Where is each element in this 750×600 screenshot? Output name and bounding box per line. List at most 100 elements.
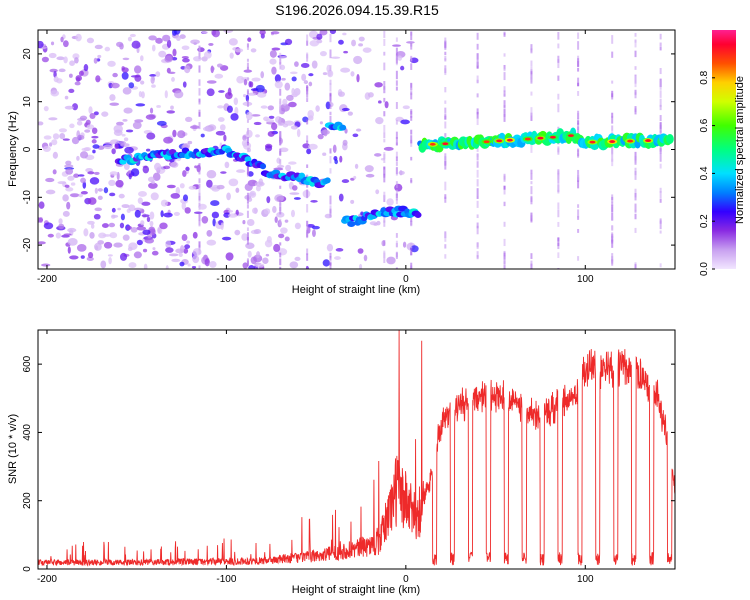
spectrogram-streak bbox=[444, 244, 447, 249]
spectrogram-cell bbox=[58, 68, 66, 73]
spectrogram-cell bbox=[66, 201, 71, 210]
spectrogram-streak bbox=[383, 214, 386, 223]
spectrogram-cell bbox=[38, 121, 44, 126]
spectrogram-cell bbox=[243, 94, 247, 98]
spectrogram-streak bbox=[395, 166, 398, 175]
spectrogram-cell bbox=[317, 133, 324, 140]
spectrogram-cell bbox=[166, 184, 176, 189]
spectrogram-cell bbox=[86, 256, 94, 261]
spectrogram-cell bbox=[339, 155, 343, 163]
spectrogram-streak bbox=[476, 43, 479, 50]
spectrogram-streak bbox=[577, 41, 580, 50]
spectrogram-cell bbox=[378, 100, 382, 104]
spectrogram-streak bbox=[577, 122, 580, 131]
spectrogram-streak bbox=[306, 93, 309, 98]
spectrogram-streak bbox=[329, 268, 332, 269]
spectrogram-cell bbox=[41, 56, 49, 63]
spectrogram-cell bbox=[143, 263, 148, 269]
spectrogram-cell bbox=[173, 30, 181, 35]
spectrogram-streak bbox=[530, 107, 533, 116]
spectrogram-streak bbox=[279, 88, 282, 96]
spectrogram-cell bbox=[119, 252, 128, 261]
spectrogram-streak bbox=[577, 120, 580, 125]
spectrogram-streak bbox=[198, 220, 201, 227]
spectrogram-cell bbox=[116, 121, 124, 126]
spectrogram-streak bbox=[476, 75, 479, 83]
spectrogram-streak bbox=[503, 53, 506, 57]
spectrogram-cell bbox=[373, 223, 378, 226]
spectrogram-cell bbox=[271, 122, 278, 131]
spectrogram-streak bbox=[577, 77, 580, 87]
spectrogram-cell bbox=[109, 171, 118, 176]
spectrogram-streak bbox=[246, 77, 249, 81]
spectrogram-streak bbox=[611, 201, 614, 206]
spectrogram-cell bbox=[402, 105, 410, 110]
snr-background bbox=[38, 330, 675, 569]
spectrogram-streak bbox=[329, 96, 332, 105]
spectrogram-streak bbox=[198, 202, 201, 207]
spectrogram-cell bbox=[101, 223, 109, 228]
spectrogram-cell bbox=[309, 40, 320, 47]
spectrogram-cell bbox=[123, 162, 130, 170]
spectrogram-cell bbox=[375, 189, 380, 195]
spectrogram-cell bbox=[245, 129, 253, 138]
spectrogram-streak bbox=[279, 52, 282, 59]
spectrogram-streak bbox=[634, 155, 637, 163]
spectrogram-streak bbox=[530, 60, 533, 67]
spectrogram-cell bbox=[89, 177, 100, 185]
spectrogram-cell bbox=[233, 97, 239, 106]
spectrogram-streak bbox=[634, 40, 637, 48]
spectrogram-streak bbox=[577, 216, 580, 220]
spectrogram-cell bbox=[87, 171, 95, 175]
spectrogram-streak bbox=[246, 89, 249, 95]
spectrogram-cell bbox=[141, 214, 150, 218]
spectrogram-streak bbox=[634, 193, 637, 201]
spectrogram-cell bbox=[210, 66, 215, 71]
spectrogram-cell bbox=[268, 115, 275, 119]
spectrogram-cell bbox=[38, 201, 45, 209]
spectrogram-cell bbox=[140, 55, 144, 62]
spectrogram-streak bbox=[306, 88, 309, 95]
spectrogram-peak-cell bbox=[549, 135, 556, 139]
spectrogram-streak bbox=[444, 40, 447, 48]
spectrogram-cell bbox=[111, 207, 116, 213]
spectrogram-cell bbox=[76, 120, 83, 126]
spectrogram-cell bbox=[184, 65, 191, 74]
spectrogram-streak bbox=[198, 183, 201, 193]
spectrogram-cell bbox=[86, 124, 95, 130]
spectrogram-cell bbox=[159, 222, 168, 230]
spectrogram-cell bbox=[91, 127, 98, 134]
spectrogram-cell bbox=[121, 204, 130, 209]
spectrogram-cell bbox=[170, 161, 179, 168]
spectrogram-cell bbox=[182, 170, 187, 177]
x-tick-label: 100 bbox=[577, 574, 594, 585]
spectrogram-cell bbox=[170, 105, 174, 110]
spectrogram-cell bbox=[280, 55, 287, 59]
spectrogram-cell bbox=[329, 30, 337, 35]
spectrogram-streak bbox=[659, 42, 662, 47]
spectrogram-cell bbox=[274, 216, 278, 224]
spectrogram-ridge-cell bbox=[324, 177, 331, 184]
spectrogram-streak bbox=[634, 75, 637, 84]
spectrogram-cell bbox=[172, 48, 177, 57]
spectrogram-streak bbox=[476, 161, 479, 168]
spectrogram-streak bbox=[306, 34, 309, 42]
spectrogram-streak bbox=[395, 80, 398, 86]
spectrogram-cell bbox=[132, 121, 142, 130]
spectrogram-cell bbox=[181, 201, 186, 210]
spectrogram-cell bbox=[208, 42, 214, 46]
spectrogram-streak bbox=[611, 35, 614, 44]
spectrogram-streak bbox=[279, 131, 282, 138]
spectrogram-streak bbox=[383, 191, 386, 197]
spectrogram-streak bbox=[611, 232, 614, 238]
spectrogram-streak bbox=[611, 259, 614, 266]
spectrogram-streak bbox=[329, 65, 332, 72]
x-tick-label: -100 bbox=[216, 274, 236, 285]
spectrogram-streak bbox=[246, 142, 249, 146]
y-tick-label: -20 bbox=[22, 237, 33, 252]
spectrogram-cell bbox=[226, 192, 231, 201]
spectrogram-cell bbox=[85, 119, 91, 126]
spectrogram-streak bbox=[279, 58, 282, 65]
spectrogram-cell bbox=[133, 207, 143, 212]
spectrogram-cell bbox=[131, 40, 141, 49]
